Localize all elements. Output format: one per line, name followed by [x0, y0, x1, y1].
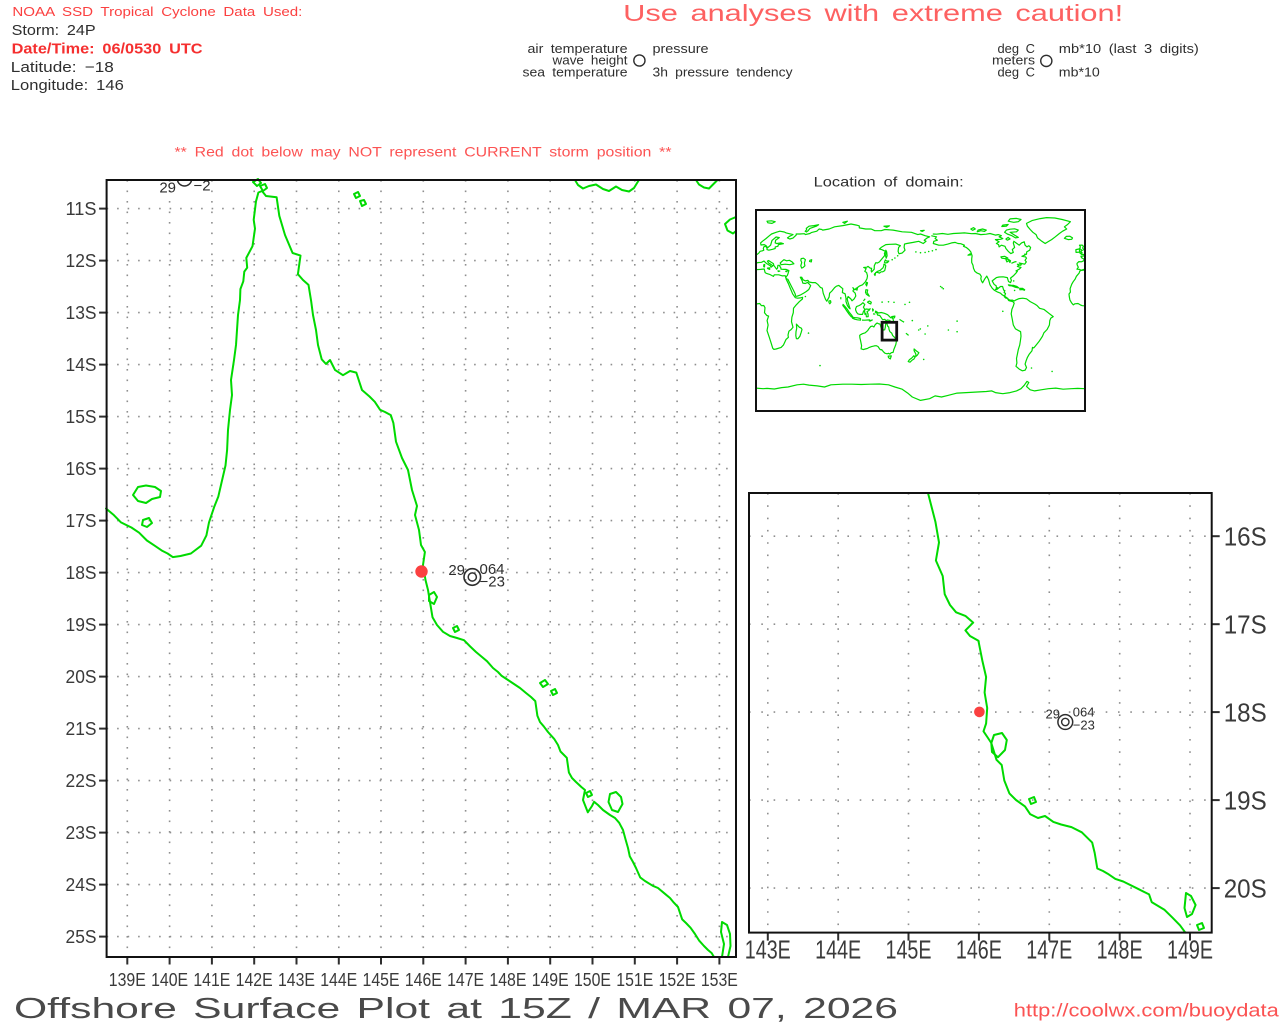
svg-text:146E: 146E: [405, 970, 442, 990]
svg-text:17S: 17S: [66, 511, 97, 531]
svg-text:20S: 20S: [1224, 873, 1267, 903]
svg-text:23S: 23S: [66, 823, 97, 843]
svg-text:meters: meters: [992, 54, 1035, 68]
svg-text:18S: 18S: [1224, 697, 1267, 727]
svg-text:Use analyses with extreme caut: Use analyses with extreme caution!: [623, 0, 1123, 26]
svg-text:Date/Time: 06/0530 UTC: Date/Time: 06/0530 UTC: [12, 41, 203, 58]
svg-text:Latitude: −18: Latitude: −18: [11, 59, 114, 76]
svg-text:140E: 140E: [151, 970, 188, 990]
svg-text:29: 29: [159, 180, 176, 197]
svg-text:Longitude: 146: Longitude: 146: [11, 77, 124, 94]
svg-text:−23: −23: [1073, 718, 1095, 733]
svg-text:−2: −2: [194, 178, 211, 195]
svg-text:152E: 152E: [659, 970, 696, 990]
svg-text:11S: 11S: [66, 199, 97, 219]
svg-text:144E: 144E: [320, 970, 357, 990]
svg-text:139E: 139E: [109, 970, 146, 990]
svg-text:wave height: wave height: [551, 54, 628, 68]
svg-text:Storm: 24P: Storm: 24P: [12, 22, 96, 39]
svg-text:http://coolwx.com/buoydata: http://coolwx.com/buoydata: [1014, 1000, 1280, 1021]
svg-text:sea temperature: sea temperature: [523, 66, 628, 80]
svg-text:150E: 150E: [574, 970, 611, 990]
svg-text:deg C: deg C: [998, 66, 1036, 80]
svg-text:Location of domain:: Location of domain:: [814, 174, 964, 190]
svg-text:151E: 151E: [616, 970, 653, 990]
svg-text:148E: 148E: [489, 970, 526, 990]
svg-text:16S: 16S: [1224, 521, 1267, 551]
svg-text:19S: 19S: [1224, 785, 1267, 815]
svg-text:deg C: deg C: [998, 42, 1036, 56]
svg-text:15S: 15S: [66, 407, 97, 427]
svg-text:21S: 21S: [66, 719, 97, 739]
svg-text:064: 064: [480, 561, 505, 578]
svg-text:17S: 17S: [1224, 609, 1267, 639]
svg-text:22S: 22S: [66, 771, 97, 791]
svg-text:mb*10: mb*10: [1059, 66, 1100, 80]
svg-text:141E: 141E: [193, 970, 230, 990]
svg-text:** Red dot below may NOT repre: ** Red dot below may NOT represent CURRE…: [175, 144, 673, 160]
svg-text:24S: 24S: [66, 875, 97, 895]
svg-text:−23: −23: [480, 574, 505, 591]
svg-text:064: 064: [1073, 705, 1095, 720]
svg-text:18S: 18S: [66, 563, 97, 583]
svg-text:143E: 143E: [278, 970, 315, 990]
svg-text:145E: 145E: [363, 970, 400, 990]
svg-text:25S: 25S: [66, 927, 97, 947]
svg-text:19S: 19S: [66, 615, 97, 635]
svg-text:29: 29: [448, 562, 465, 579]
svg-text:29: 29: [1046, 707, 1060, 722]
svg-text:147E: 147E: [447, 970, 484, 990]
svg-text:Offshore Surface Plot at 15Z /: Offshore Surface Plot at 15Z / MAR 07, 2…: [14, 993, 898, 1024]
svg-text:3h pressure tendency: 3h pressure tendency: [653, 66, 794, 80]
svg-text:12S: 12S: [66, 251, 97, 271]
svg-text:pressure: pressure: [653, 42, 709, 56]
svg-text:142E: 142E: [236, 970, 273, 990]
svg-text:153E: 153E: [701, 970, 738, 990]
svg-text:mb*10 (last 3 digits): mb*10 (last 3 digits): [1059, 42, 1199, 56]
svg-text:air temperature: air temperature: [528, 42, 628, 56]
svg-text:NOAA SSD Tropical Cyclone Data: NOAA SSD Tropical Cyclone Data Used:: [12, 4, 302, 19]
svg-text:149E: 149E: [532, 970, 569, 990]
svg-text:14S: 14S: [66, 355, 97, 375]
svg-text:13S: 13S: [66, 303, 97, 323]
svg-text:20S: 20S: [66, 667, 97, 687]
svg-text:16S: 16S: [66, 459, 97, 479]
